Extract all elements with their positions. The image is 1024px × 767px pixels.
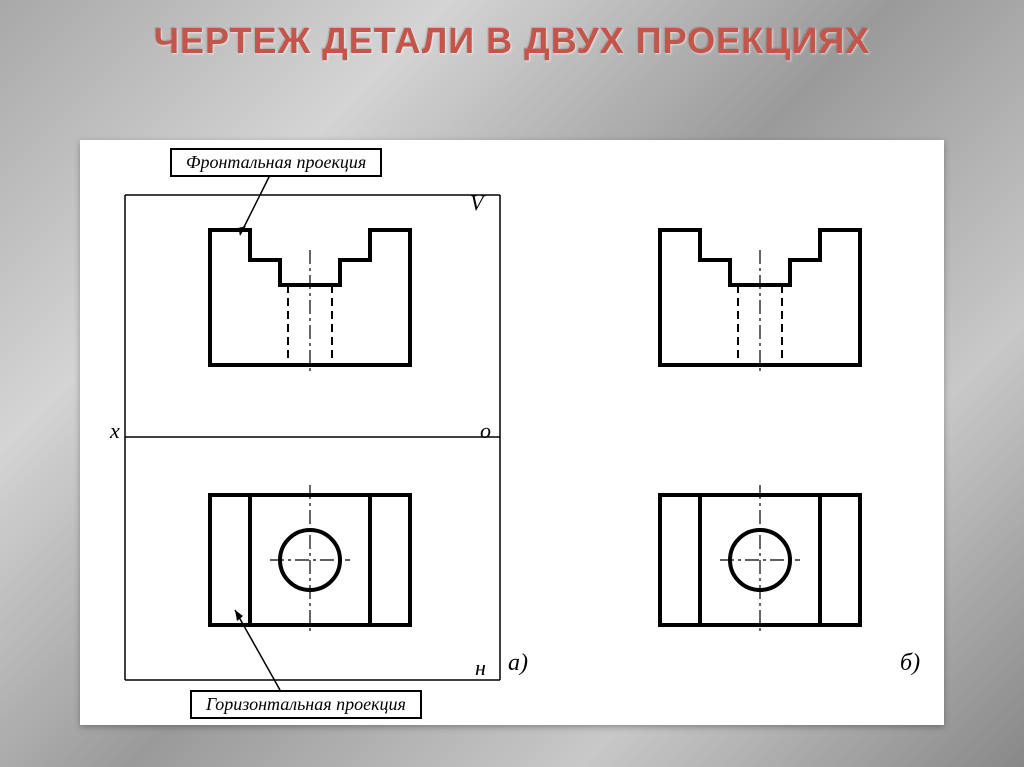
slide-title: ЧЕРТЕЖ ДЕТАЛИ В ДВУХ ПРОЕКЦИЯХ bbox=[0, 0, 1024, 62]
right-front-view bbox=[660, 230, 860, 375]
label-V: V bbox=[470, 190, 483, 216]
label-a: а) bbox=[508, 650, 528, 677]
leader-frontal bbox=[240, 175, 270, 235]
drawing-panel: Фронтальная проекция Горизонтальная прое… bbox=[80, 140, 944, 725]
label-H: н bbox=[475, 655, 486, 681]
left-top-view bbox=[210, 485, 410, 635]
label-b: б) bbox=[900, 650, 920, 677]
label-x: x bbox=[110, 418, 120, 444]
right-top-view bbox=[660, 485, 860, 635]
left-front-view bbox=[210, 230, 410, 375]
label-horizontal: Горизонтальная проекция bbox=[190, 690, 422, 719]
leader-horizontal bbox=[235, 610, 280, 690]
left-frame bbox=[125, 195, 500, 680]
leader-horizontal-arrow bbox=[235, 610, 243, 621]
label-frontal: Фронтальная проекция bbox=[170, 148, 382, 177]
technical-drawing bbox=[80, 140, 944, 725]
label-o: o bbox=[480, 418, 491, 444]
slide-root: ЧЕРТЕЖ ДЕТАЛИ В ДВУХ ПРОЕКЦИЯХ Фронтальн… bbox=[0, 0, 1024, 767]
